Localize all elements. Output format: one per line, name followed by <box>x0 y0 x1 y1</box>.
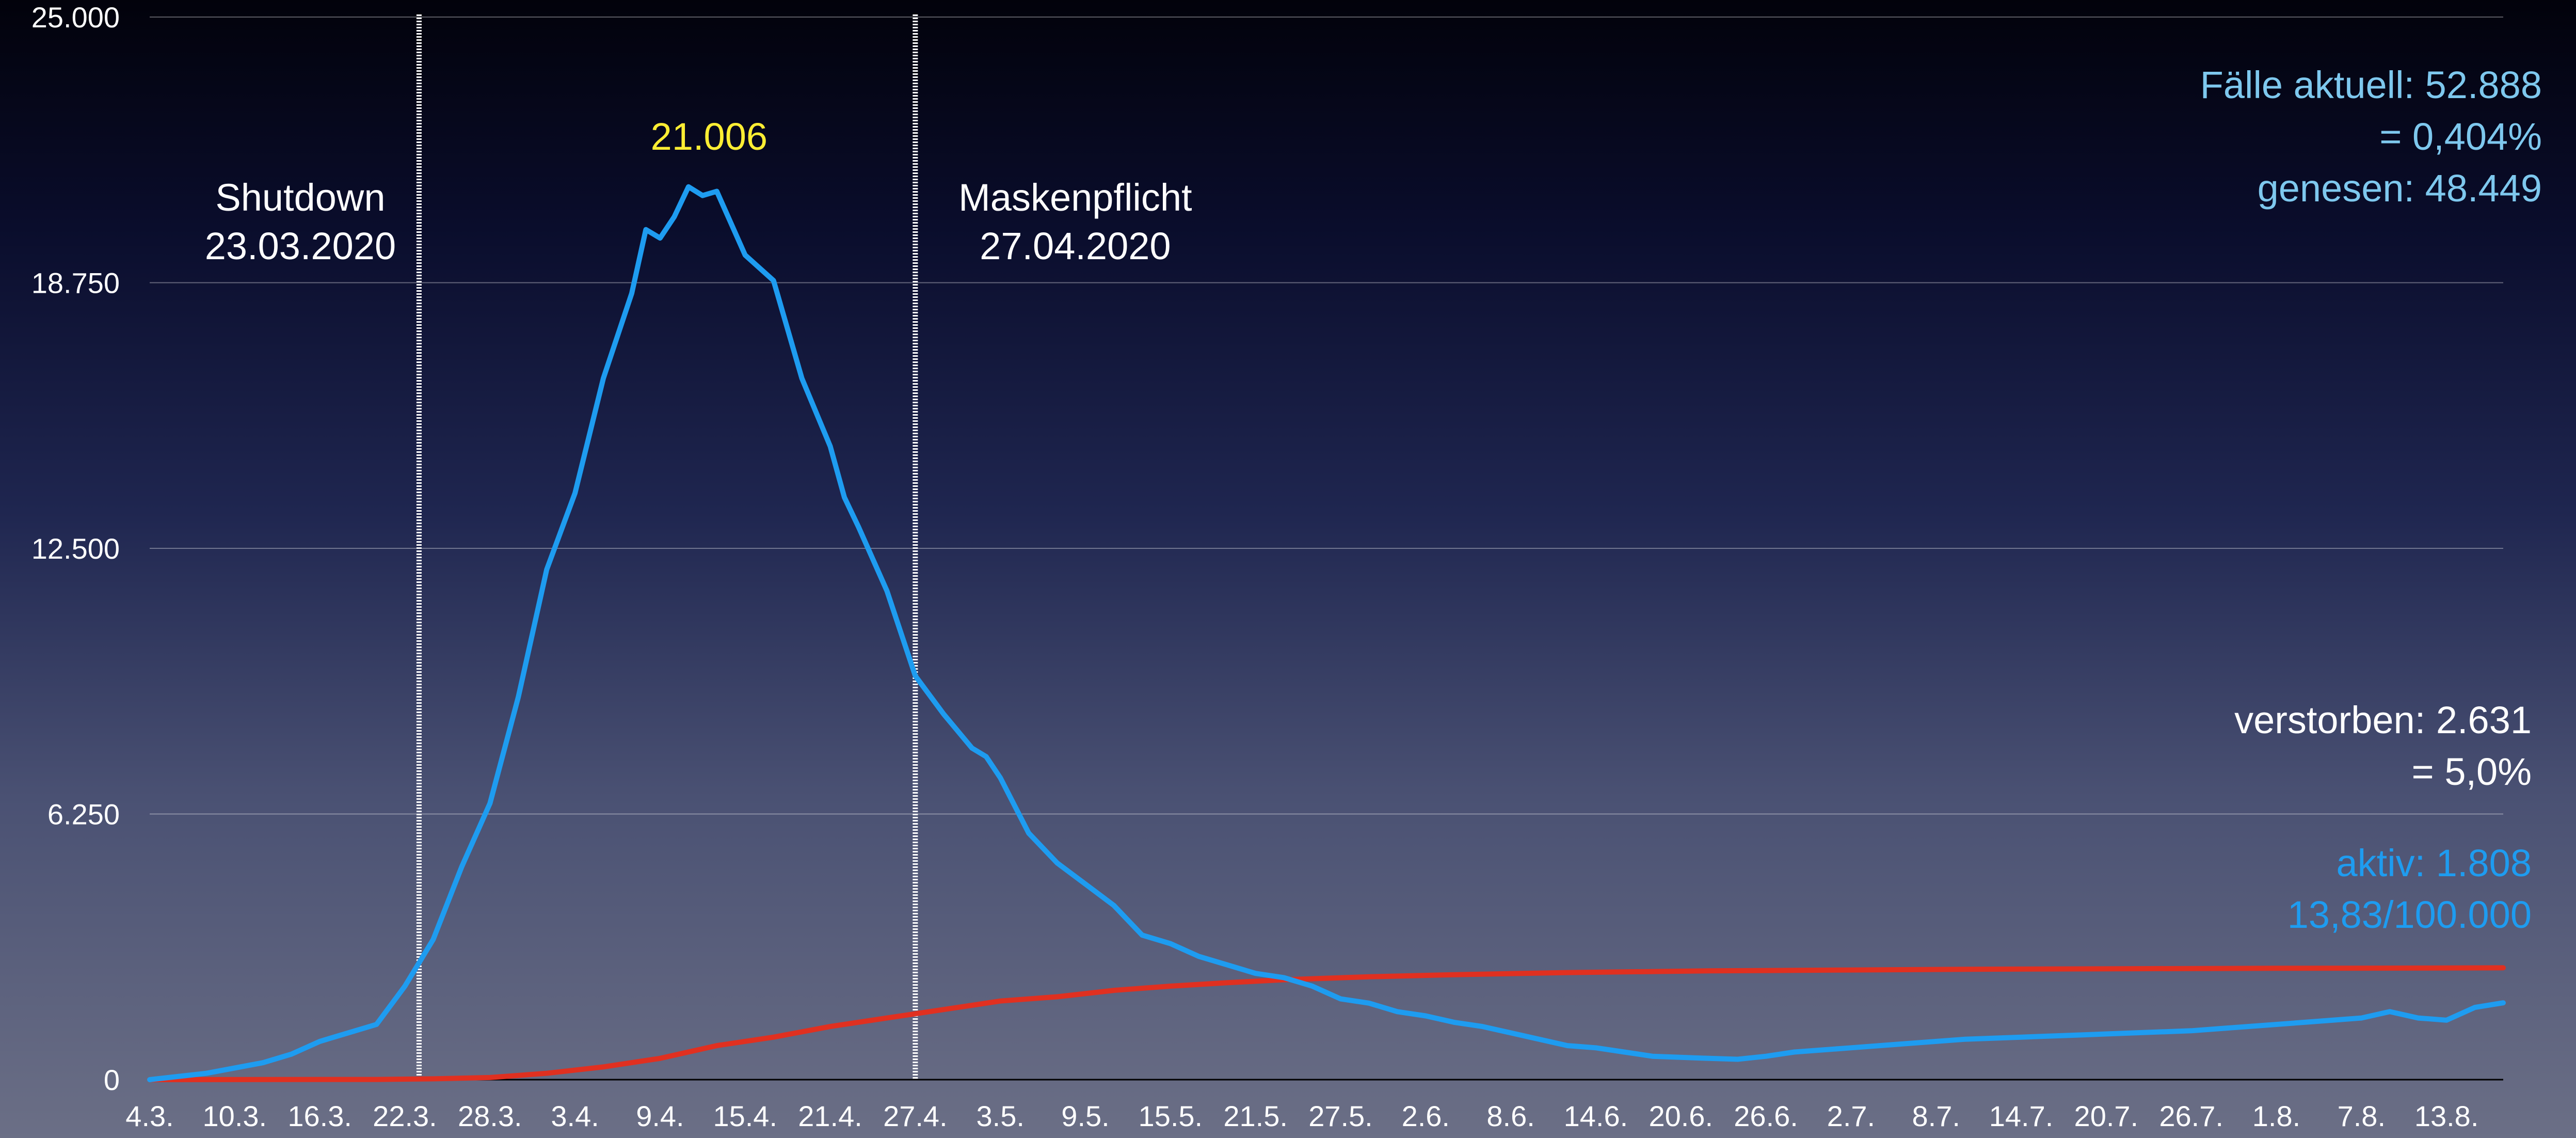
peak-label: 21.006 <box>651 115 767 158</box>
y-tick-label: 18.750 <box>31 267 120 299</box>
recovered-annotation: genesen: 48.449 <box>2258 167 2542 210</box>
x-tick-label: 2.6. <box>1402 1100 1450 1132</box>
x-tick-label: 10.3. <box>203 1100 267 1132</box>
x-tick-label: 21.4. <box>798 1100 862 1132</box>
x-tick-label: 9.4. <box>636 1100 684 1132</box>
active-annotation: aktiv: 1.808 <box>2337 842 2532 884</box>
x-tick-label: 8.6. <box>1486 1100 1534 1132</box>
x-tick-label: 28.3. <box>458 1100 522 1132</box>
x-tick-label: 14.7. <box>1989 1100 2054 1132</box>
series-lines <box>147 184 2506 1082</box>
x-tick-label: 14.6. <box>1564 1100 1628 1132</box>
x-tick-label: 21.5. <box>1223 1100 1288 1132</box>
x-tick-label: 26.7. <box>2159 1100 2223 1132</box>
x-tick-label: 22.3. <box>373 1100 437 1132</box>
y-tick-label: 0 <box>104 1064 120 1096</box>
x-tick-label: 20.7. <box>2074 1100 2139 1132</box>
x-tick-label: 20.6. <box>1649 1100 1713 1132</box>
x-tick-label: 7.8. <box>2338 1100 2386 1132</box>
x-tick-label: 3.4. <box>551 1100 599 1132</box>
y-tick-label: 25.000 <box>31 1 120 34</box>
x-tick-label: 1.8. <box>2252 1100 2300 1132</box>
deaths-annotation: verstorben: 2.631 <box>2234 699 2532 741</box>
x-tick-label: 8.7. <box>1912 1100 1960 1132</box>
y-axis: 0 6.250 12.500 18.750 25.000 <box>31 1 120 1096</box>
x-tick-label: 16.3. <box>287 1100 352 1132</box>
cases-percent-annotation: = 0,404% <box>2379 115 2542 158</box>
event-label-title: Maskenpflicht <box>958 176 1192 219</box>
event-label-title: Shutdown <box>215 176 385 219</box>
y-tick-label: 12.500 <box>31 532 120 565</box>
active-rate-annotation: 13,83/100.000 <box>2287 893 2532 936</box>
event-lines: Shutdown 23.03.2020 Maskenpflicht 27.04.202… <box>205 14 1192 1080</box>
event-label-date: 23.03.2020 <box>205 225 396 267</box>
grid <box>150 17 2503 1081</box>
series-line-aktiv <box>147 184 2506 1082</box>
y-tick-label: 6.250 <box>47 798 120 831</box>
series-line-verstorben <box>147 965 2506 1082</box>
x-tick-label: 27.5. <box>1308 1100 1373 1132</box>
x-tick-label: 15.4. <box>713 1100 777 1132</box>
x-tick-label: 13.8. <box>2414 1100 2479 1132</box>
x-tick-label: 15.5. <box>1139 1100 1203 1132</box>
x-tick-label: 9.5. <box>1061 1100 1109 1132</box>
x-tick-label: 3.5. <box>976 1100 1024 1132</box>
x-tick-label: 26.6. <box>1734 1100 1798 1132</box>
x-tick-label: 27.4. <box>883 1100 948 1132</box>
event-label-date: 27.04.2020 <box>980 225 1171 267</box>
cases-annotation: Fälle aktuell: 52.888 <box>2200 64 2542 106</box>
deaths-percent-annotation: = 5,0% <box>2412 750 2532 793</box>
x-axis: 4.3. 10.3. 16.3. 22.3. 28.3. 3.4. 9.4. 15.4. 21.… <box>125 1100 2478 1132</box>
x-tick-label: 4.3. <box>125 1100 173 1132</box>
x-tick-label: 2.7. <box>1827 1100 1875 1132</box>
